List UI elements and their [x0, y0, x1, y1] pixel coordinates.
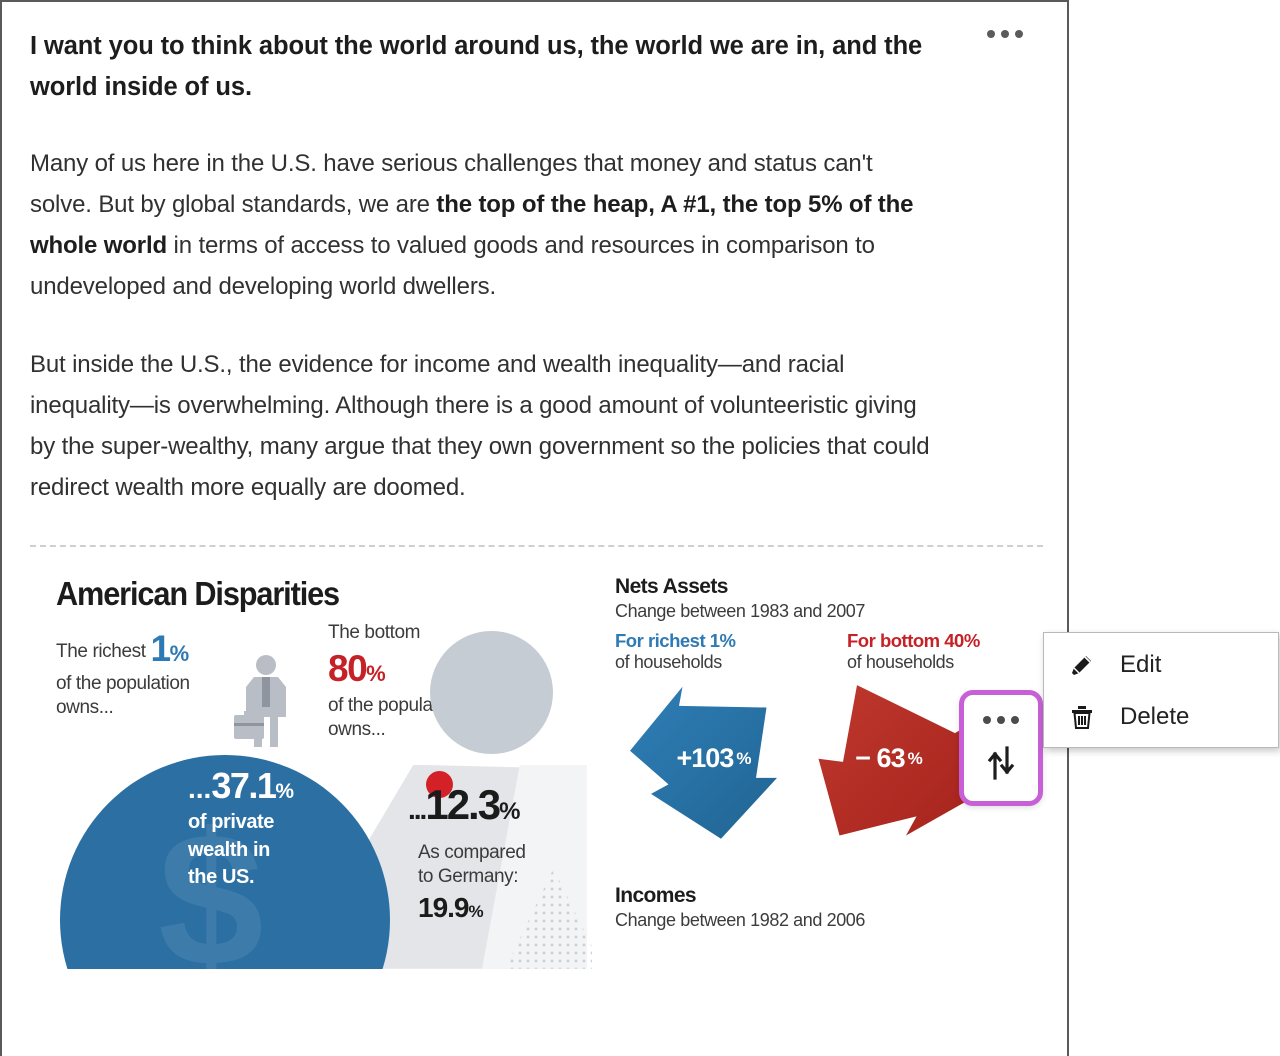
- pie-pct: %: [275, 779, 294, 803]
- stat-germany-block: As compared to Germany: 19.9%: [418, 841, 526, 927]
- arrow-blue-value: +103: [676, 743, 735, 774]
- dollar-sign-watermark: $: [158, 793, 264, 969]
- sort-updown-icon[interactable]: [987, 746, 1015, 780]
- red-dot-marker: [426, 770, 453, 798]
- net-assets-columns: For richest 1% of households For bottom …: [615, 630, 1035, 673]
- paragraph-1: Many of us here in the U.S. have serious…: [30, 143, 935, 308]
- ellipsis-dot: [983, 716, 991, 725]
- paragraph-1-text-a: Many of us here in the U.S. have serious…: [30, 149, 873, 218]
- paragraph-1-text-b: in terms of access to valued goods and r…: [30, 232, 875, 301]
- pie-chart-private-wealth: $ ...37.1% of private wealth in the US.: [60, 754, 390, 969]
- ellipsis-dot: [987, 30, 995, 38]
- germany-number: 19.9: [418, 892, 469, 924]
- pie-sub-2: wealth in: [188, 838, 270, 861]
- stat-richest-1-percent: The richest 1% of the population owns...: [56, 625, 271, 721]
- stat-mid-line2: of the population: [328, 694, 462, 716]
- context-menu-edit-label: Edit: [1120, 651, 1162, 678]
- arrow-blue-pct: %: [736, 748, 751, 768]
- net-assets-subtitle: Change between 1983 and 2007: [615, 600, 866, 621]
- ellipsis-dot: [997, 716, 1005, 725]
- arrow-red-pct: %: [907, 748, 923, 768]
- stat-left-line4: owns...: [56, 697, 114, 719]
- pie-value-row: ...37.1%: [188, 764, 294, 807]
- col-blue-header: For richest 1%: [615, 629, 736, 651]
- ellipsis-dot: [1001, 30, 1009, 38]
- stat-left-pct: %: [169, 640, 190, 666]
- stat-germany-compare-value: ...12.3%: [408, 780, 520, 829]
- context-menu-item-delete[interactable]: Delete: [1044, 691, 1278, 743]
- stat-left-line3: of the population: [56, 673, 190, 695]
- card-options-ellipsis-icon[interactable]: [987, 30, 1023, 38]
- stat-bottom-80-percent: The bottom 80% of the population owns...: [328, 621, 508, 743]
- col-blue-sub: of households: [615, 651, 722, 672]
- infographic-image: American Disparities The richest 1% of t…: [30, 568, 1043, 969]
- context-menu[interactable]: Edit Delete: [1043, 632, 1279, 748]
- page-title: I want you to think about the world arou…: [30, 32, 923, 102]
- pie-dots: ...: [188, 772, 212, 804]
- incomes-title: Incomes: [615, 883, 697, 907]
- stat-mid-line1: The bottom: [328, 621, 421, 643]
- stat-left-line2: richest: [92, 640, 146, 662]
- gray-circle-shape: [430, 630, 553, 754]
- ellipsis-dot: [1011, 716, 1019, 725]
- stat-mid-value: 80%: [328, 648, 386, 690]
- net-assets-col-richest: For richest 1% of households: [615, 630, 785, 673]
- net-assets-col-bottom: For bottom 40% of households: [847, 630, 1017, 673]
- content-card: I want you to think about the world arou…: [0, 0, 1069, 1056]
- net-assets-arrows: +103% − 63%: [615, 679, 1015, 859]
- net-assets-panel: Nets Assets Change between 1983 and 2007…: [615, 575, 1035, 673]
- germany-pct: %: [468, 902, 484, 922]
- businessman-icon: [234, 654, 286, 747]
- context-menu-item-edit[interactable]: Edit: [1044, 639, 1278, 691]
- incomes-subtitle: Change between 1982 and 2006: [615, 909, 866, 930]
- context-menu-delete-label: Delete: [1120, 703, 1190, 730]
- pie-value: 37.1: [211, 764, 277, 806]
- paragraph-1-bold: the top of the heap, A #1, the top 5% of…: [30, 190, 914, 260]
- stat-mid-number: 80: [328, 648, 368, 690]
- germany-value: 19.9%: [418, 892, 484, 924]
- pie-sub-1: of private: [188, 810, 275, 833]
- wedge-value: 12.3: [425, 780, 501, 828]
- germany-line-2: to Germany:: [418, 866, 519, 888]
- stat-left-line1: The: [56, 640, 88, 662]
- pencil-icon: [1068, 651, 1096, 679]
- block-controls[interactable]: [959, 690, 1043, 806]
- col-red-header: For bottom 40%: [847, 629, 980, 651]
- pie-label: ...37.1% of private wealth in the US.: [188, 764, 294, 890]
- arrow-red-value: − 63: [855, 743, 905, 774]
- stat-left-value: 1%: [150, 627, 190, 669]
- arrow-up-blue-icon: +103%: [630, 686, 777, 839]
- col-red-sub: of households: [847, 651, 954, 672]
- paragraph-2: But inside the U.S., the evidence for in…: [30, 350, 930, 502]
- incomes-section: Incomes Change between 1982 and 2006: [615, 884, 865, 931]
- wedge-dots: ...: [408, 793, 427, 825]
- section-divider: [30, 544, 1043, 547]
- block-options-ellipsis-icon[interactable]: [983, 716, 1019, 725]
- stat-mid-pct: %: [366, 661, 386, 687]
- wedge-pct: %: [499, 797, 520, 825]
- arrow-down-red-icon: − 63%: [818, 685, 980, 836]
- ellipsis-dot: [1015, 30, 1023, 38]
- infographic-title: American Disparities: [56, 574, 340, 612]
- stat-mid-line3: owns...: [328, 719, 386, 741]
- trash-icon: [1068, 703, 1096, 731]
- pie-sub-3: the US.: [188, 866, 255, 889]
- germany-line-1: As compared: [418, 841, 526, 863]
- net-assets-title: Nets Assets: [615, 574, 728, 598]
- stat-left-number: 1: [150, 627, 172, 669]
